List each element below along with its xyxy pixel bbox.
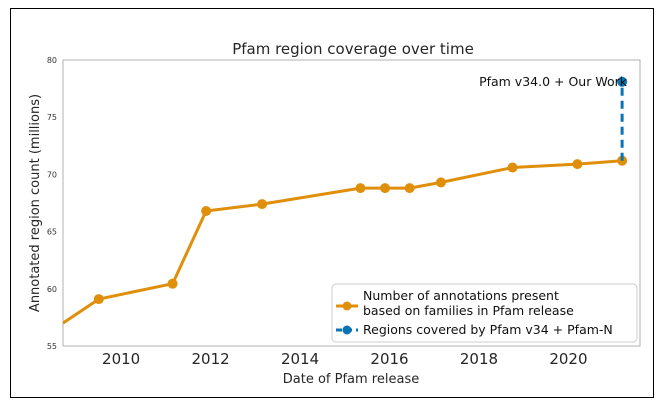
y-tick-label: 60 [47,285,57,294]
x-tick-label: 2014 [281,350,319,368]
plot-area [62,59,641,347]
y-tick-label: 55 [47,342,57,351]
data-point [257,199,268,210]
legend-marker-annotations [342,301,352,311]
data-point [380,183,391,194]
data-point [617,76,628,87]
data-point [93,294,104,305]
annotation-label: Pfam v34.0 + Our Work [479,74,628,89]
y-axis: 55 60 65 70 75 80 [47,56,57,351]
chart-title: Pfam region coverage over time [232,40,474,58]
data-point [572,159,583,170]
series-line-0 [63,159,623,325]
data-point [435,177,446,188]
x-tick-label: 2016 [370,350,408,368]
legend-label-annotations-line1: Number of annotations present [363,288,559,303]
data-point [355,183,366,194]
y-tick-label: 65 [47,228,57,237]
x-axis: 2010 2012 2014 2016 2018 2020 [102,350,587,368]
series-group [63,76,628,325]
x-tick-label: 2012 [192,350,230,368]
y-tick-label: 75 [47,113,57,122]
data-point [507,162,518,173]
x-tick-label: 2020 [549,350,587,368]
legend-marker-regions [342,325,352,335]
data-point [201,206,212,217]
x-tick-label: 2010 [102,350,140,368]
y-tick-label: 80 [47,56,57,65]
x-axis-label: Date of Pfam release [283,372,419,387]
data-point [404,183,415,194]
legend-box [331,283,638,343]
legend-label-regions: Regions covered by Pfam v34 + Pfam-N [363,322,613,337]
legend: Number of annotations present based on f… [331,283,638,343]
x-tick-label: 2018 [460,350,498,368]
data-point [167,278,178,289]
y-axis-label: Annotated region count (millions) [28,94,43,312]
legend-label-annotations-line2: based on families in Pfam release [363,303,574,318]
y-tick-label: 70 [47,170,57,179]
